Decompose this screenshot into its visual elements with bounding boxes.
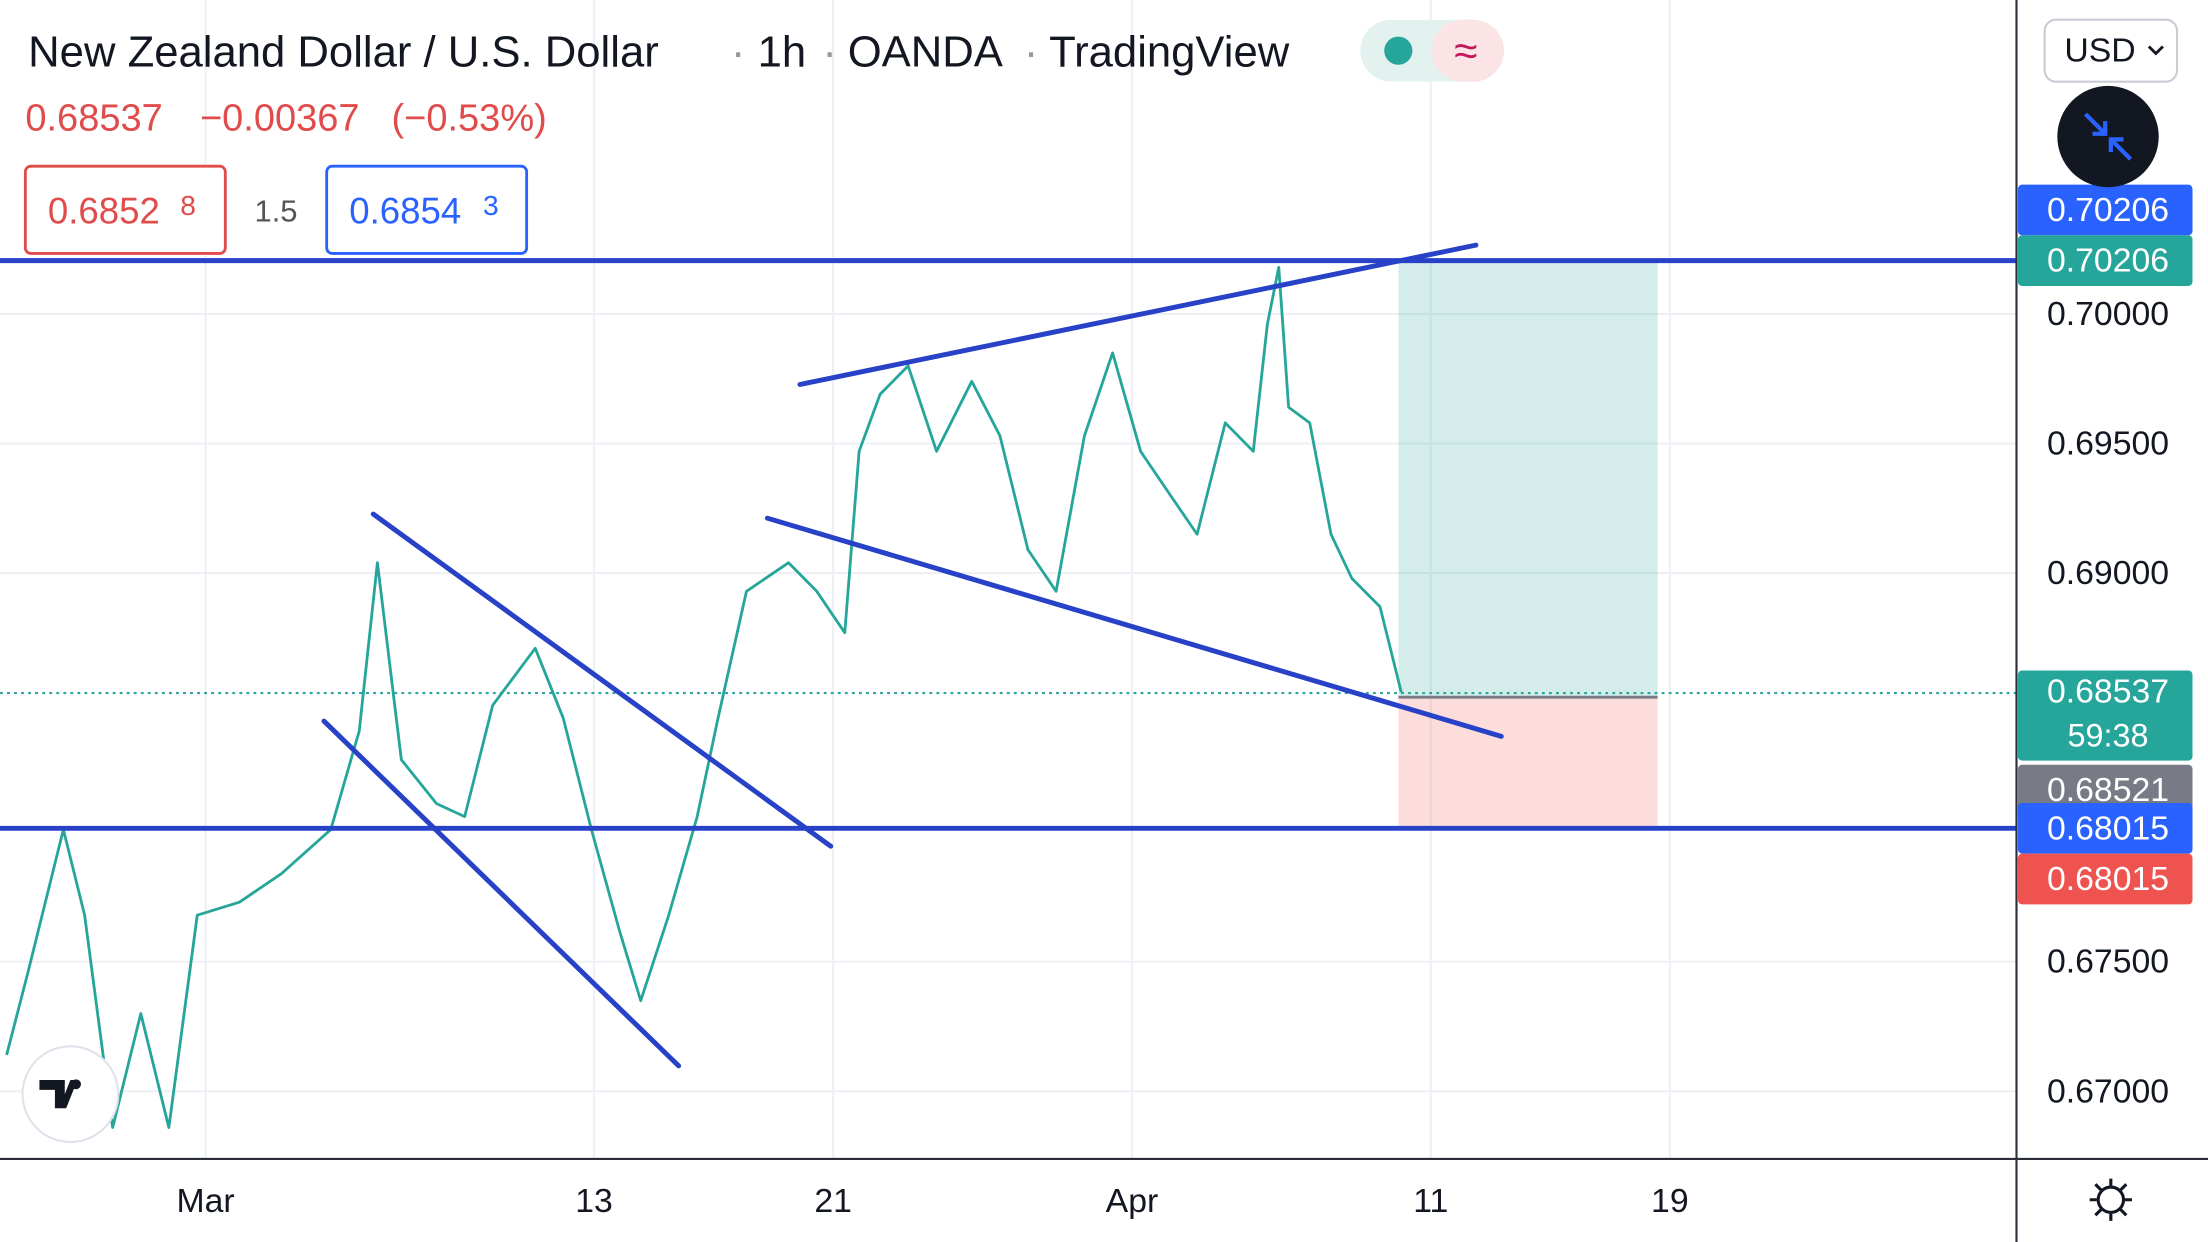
- sell-price: 0.6852: [48, 191, 160, 232]
- currency-button[interactable]: [2043, 18, 2179, 83]
- x-tick-label: 11: [1413, 1182, 1448, 1220]
- settings-icon[interactable]: [2089, 1178, 2132, 1221]
- target-badge: 0.70206: [2047, 242, 2169, 280]
- grid: [0, 0, 2017, 1159]
- price-line: [5, 266, 1403, 1129]
- buy-button[interactable]: [325, 164, 529, 255]
- status-dot: [1384, 36, 1413, 65]
- x-tick-label: 19: [1651, 1182, 1689, 1220]
- separator: ·: [731, 28, 746, 77]
- trendline: [764, 515, 1504, 739]
- hline-badge: 0.68015: [2047, 809, 2169, 847]
- collapse-icon: [2083, 112, 2133, 161]
- buy-pip: 3: [483, 190, 499, 221]
- y-tick-label: 0.67000: [2047, 1072, 2169, 1110]
- stop-badge: 0.68015: [2047, 860, 2169, 898]
- y-tick-label: 0.70000: [2047, 295, 2169, 333]
- sell-button[interactable]: [23, 164, 227, 255]
- entry-badge: 0.68521: [2047, 771, 2169, 809]
- trendline: [797, 242, 1479, 387]
- symbol-title: New Zealand Dollar / U.S. Dollar: [28, 28, 659, 77]
- y-tick-label: 0.69500: [2047, 425, 2169, 463]
- dropdown-arrow: [2147, 45, 2164, 56]
- change: −0.00367: [200, 97, 360, 139]
- countdown: 59:38: [2068, 717, 2149, 753]
- sell-pip: 8: [180, 190, 196, 221]
- y-tick-label: 0.67500: [2047, 943, 2169, 981]
- hline-badge-bg: [2017, 802, 2193, 854]
- hline-badge: 0.70206: [2047, 191, 2169, 229]
- x-tick-label: Mar: [176, 1182, 234, 1220]
- logo: [39, 1080, 78, 1109]
- plot-area: [0, 242, 2017, 1129]
- x-tick-label: 13: [575, 1182, 613, 1220]
- position-profit-zone: [1398, 260, 1658, 698]
- change-percent: (−0.53%): [391, 97, 546, 139]
- hline-badge-bg: [2017, 184, 2193, 236]
- currency: USD: [2064, 32, 2135, 70]
- interval: 1h: [758, 28, 807, 77]
- delayed-icon: ≈: [1454, 27, 1477, 74]
- x-tick-label: 21: [814, 1182, 852, 1220]
- trendline: [321, 718, 682, 1069]
- y-tick-label: 0.69000: [2047, 554, 2169, 592]
- last-price-badge: 0.68537: [2047, 673, 2169, 711]
- logo-dot: [71, 1079, 81, 1090]
- market-status-delayed: [1432, 19, 1504, 82]
- x-tick-label: Apr: [1106, 1182, 1159, 1220]
- last-price-badge-bg: [2017, 670, 2193, 761]
- buy-price: 0.6854: [349, 191, 461, 232]
- trendline: [370, 511, 834, 849]
- stop-badge-bg: [2017, 853, 2193, 905]
- axes: Mar 13 21 Apr 11 19 0.67000 0.67500 0.69000 0.695…: [176, 184, 2193, 1220]
- last-price: 0.68537: [25, 97, 162, 139]
- collapse-button[interactable]: [2057, 85, 2159, 188]
- separator: ·: [1024, 28, 1039, 77]
- entry-badge-bg: [2017, 764, 2193, 816]
- spread: 1.5: [254, 194, 297, 229]
- broker: OANDA: [848, 28, 1004, 77]
- source: TradingView: [1049, 28, 1290, 77]
- separator: ·: [822, 28, 837, 77]
- target-badge-bg: [2017, 235, 2193, 286]
